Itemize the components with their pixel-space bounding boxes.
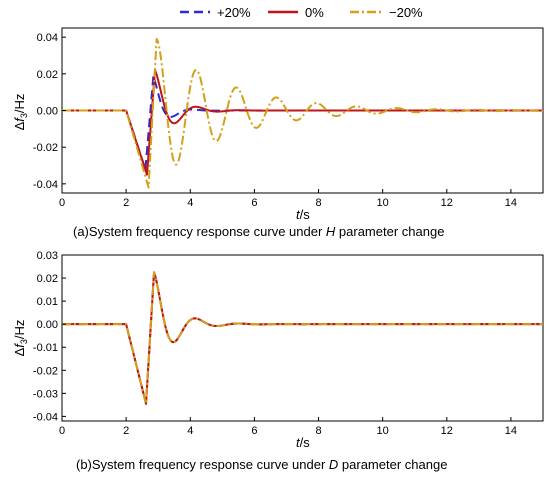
chart-a-series bbox=[61, 38, 544, 189]
chart-a-ytick-label: 0.02 bbox=[37, 69, 58, 81]
chart-a-xtick-label: 14 bbox=[505, 197, 517, 209]
chart-a-ytick-label: 0.00 bbox=[37, 106, 58, 118]
chart-a-xtick-label: 8 bbox=[315, 197, 321, 209]
chart-b-xtick-label: 12 bbox=[441, 425, 453, 437]
legend: +20% 0% −20% bbox=[180, 5, 423, 20]
chart-a-series-plus20 bbox=[61, 74, 544, 171]
chart-a-ytick-label: -0.02 bbox=[33, 142, 58, 154]
chart-a-ticks: 0 2 4 6 8 10 12 14 -0.04 -0.02 0.00 0.02 0.04 bbox=[33, 32, 517, 209]
legend-label-plus20: +20% bbox=[217, 5, 251, 20]
chart-a-ytick-label: -0.04 bbox=[33, 179, 58, 191]
chart-b-ytick-label: 0.02 bbox=[37, 273, 58, 285]
chart-b-xtick-label: 2 bbox=[123, 425, 129, 437]
chart-b-ytick-label: -0.04 bbox=[33, 411, 58, 423]
chart-b-ytick-label: -0.03 bbox=[33, 388, 58, 400]
chart-b-ticks: 0 2 4 6 8 10 12 14 -0.04 -0.03 -0.02 -0.01 0.00 0.01 0… bbox=[33, 250, 517, 437]
chart-b-ytick-label: 0.03 bbox=[37, 250, 58, 262]
chart-b-series-minus20 bbox=[61, 271, 544, 405]
chart-b-ytick-label: 0.00 bbox=[37, 319, 58, 331]
chart-b-ytick-label: -0.01 bbox=[33, 342, 58, 354]
chart-a-series-minus20 bbox=[61, 38, 544, 189]
chart-a-xtick-label: 4 bbox=[187, 197, 193, 209]
chart-a-series-zero bbox=[61, 69, 544, 176]
chart-a-xtick-label: 0 bbox=[59, 197, 65, 209]
chart-b: 0 2 4 6 8 10 12 14 -0.04 -0.03 -0.02 -0.01 0.00 0.01 0… bbox=[12, 250, 544, 472]
chart-a-ytick-label: 0.04 bbox=[37, 32, 58, 44]
chart-b-xtick-label: 8 bbox=[315, 425, 321, 437]
chart-b-ytick-label: 0.01 bbox=[37, 296, 58, 308]
chart-a-caption: (a)System frequency response curve under… bbox=[73, 224, 444, 239]
chart-b-series bbox=[61, 271, 544, 405]
chart-a: 0 2 4 6 8 10 12 14 -0.04 -0.02 0.00 0.02 0.04 Δf3/Hz… bbox=[12, 27, 544, 239]
chart-b-frame bbox=[61, 254, 544, 422]
chart-a-xtick-label: 6 bbox=[251, 197, 257, 209]
chart-b-xtick-label: 0 bbox=[59, 425, 65, 437]
chart-a-xtick-label: 2 bbox=[123, 197, 129, 209]
chart-b-ytick-label: -0.02 bbox=[33, 365, 58, 377]
chart-b-caption: (b)System frequency response curve under… bbox=[76, 457, 447, 472]
chart-b-xtick-label: 4 bbox=[187, 425, 193, 437]
chart-a-xtick-label: 10 bbox=[377, 197, 389, 209]
chart-b-xlabel: t/s bbox=[296, 435, 310, 450]
chart-b-xtick-label: 6 bbox=[251, 425, 257, 437]
chart-b-xtick-label: 14 bbox=[505, 425, 517, 437]
legend-label-minus20: −20% bbox=[389, 5, 423, 20]
chart-b-xtick-label: 10 bbox=[377, 425, 389, 437]
chart-b-series-plus20 bbox=[61, 271, 544, 405]
chart-a-xtick-label: 12 bbox=[441, 197, 453, 209]
chart-b-series-zero bbox=[61, 271, 544, 405]
chart-a-ylabel: Δf3/Hz bbox=[12, 94, 29, 131]
legend-label-zero: 0% bbox=[305, 5, 324, 20]
chart-a-xlabel: t/s bbox=[296, 207, 310, 222]
chart-b-ylabel: Δf3/Hz bbox=[12, 320, 29, 357]
